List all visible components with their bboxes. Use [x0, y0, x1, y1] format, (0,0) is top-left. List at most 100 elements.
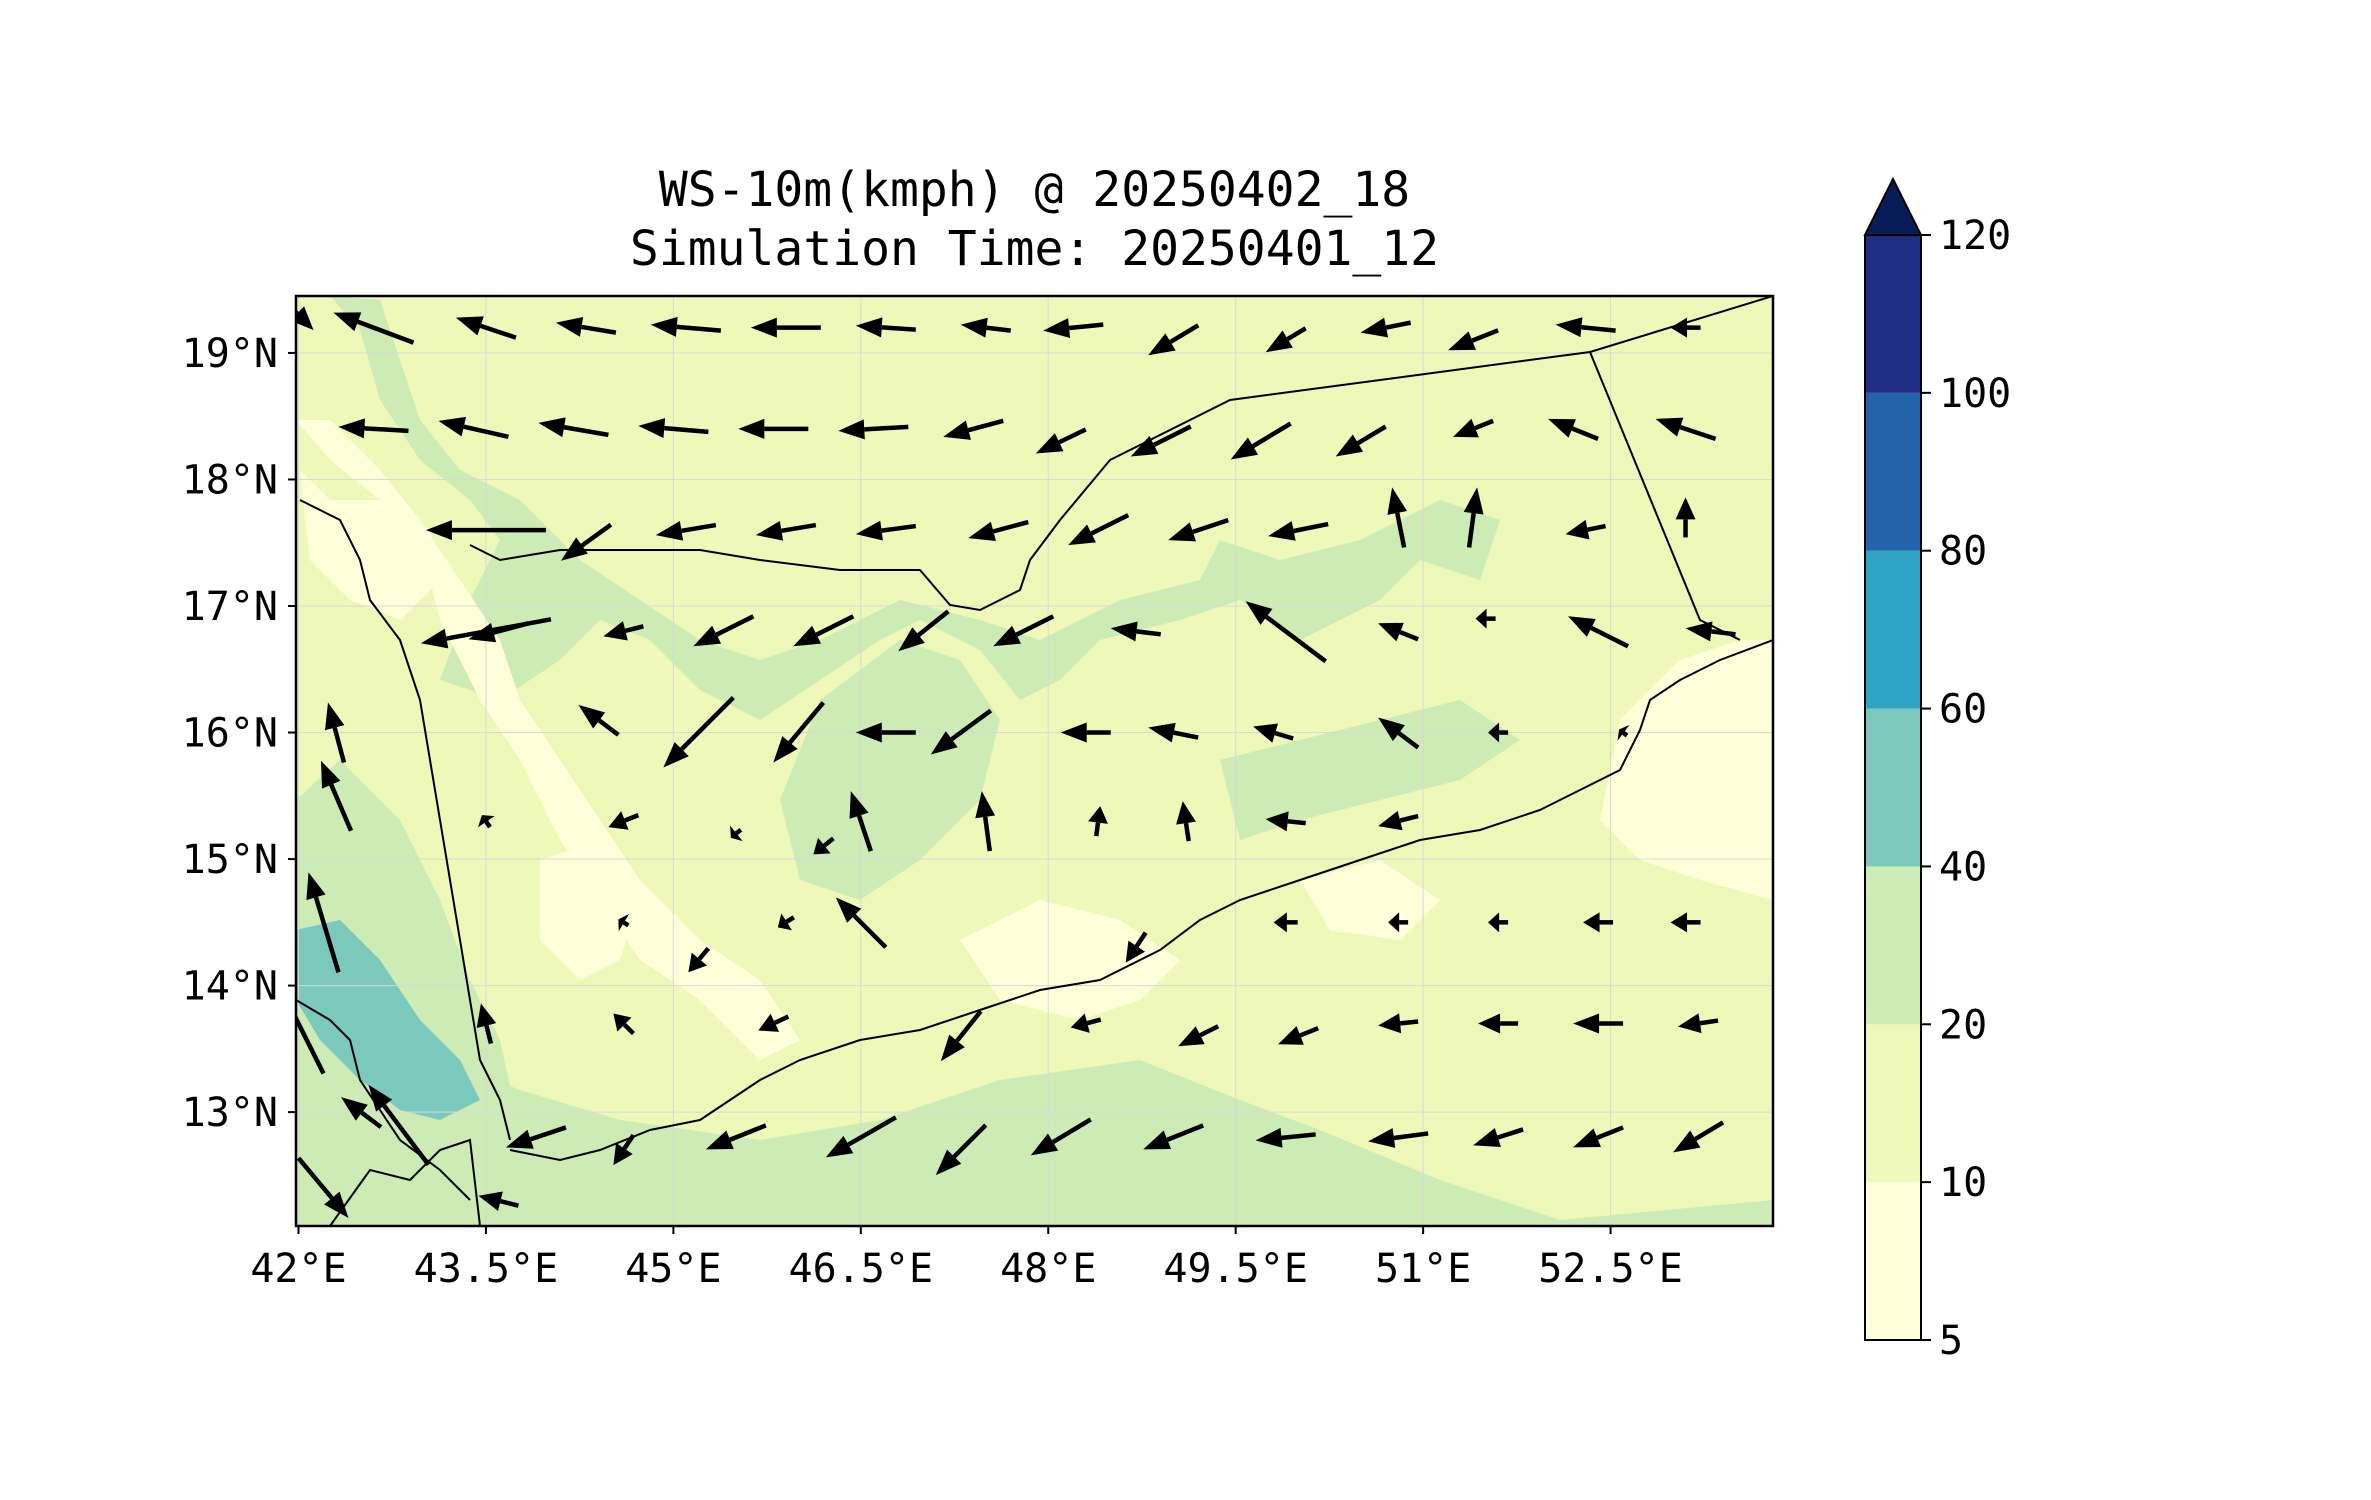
wind-arrow-head [1378, 622, 1404, 642]
wind-arrow-shaft [1286, 326, 1307, 342]
wind-band-mid-south [296, 980, 1773, 1226]
lon-tick-label: 51°E [1375, 1246, 1471, 1292]
wind-arrow-head [340, 1097, 368, 1121]
wind-arrow-head [1673, 1130, 1701, 1153]
wind-arrow-head [777, 913, 792, 931]
wind-arrow [333, 312, 415, 345]
wind-arrow-head [1278, 1026, 1304, 1045]
wind-arrow-shaft [1571, 426, 1599, 441]
wind-arrow-head [1110, 621, 1138, 642]
wind-arrow [1130, 424, 1192, 457]
wind-arrow [1268, 521, 1329, 541]
wind-arrow-shaft [479, 323, 517, 340]
wind-arrow-shaft [664, 425, 709, 435]
wind-arrow-shaft [492, 621, 530, 635]
wind-arrow-head [1068, 524, 1096, 546]
lon-tick-label: 45°E [625, 1246, 721, 1292]
wind-arrow-shaft [856, 815, 873, 852]
wind-arrow-shaft [1471, 328, 1499, 343]
wind-arrow-shaft [563, 425, 609, 438]
wind-arrow-shaft [624, 624, 644, 633]
calm-area-coast-east [1300, 860, 1440, 940]
wind-arrow [1475, 608, 1496, 629]
wind-arrow-head [420, 628, 449, 649]
wind-arrow [975, 791, 996, 852]
wind-arrow [1548, 418, 1599, 441]
wind-arrow-head [603, 621, 628, 641]
wind-arrow-shaft [986, 325, 1012, 333]
wind-arrow-head [478, 815, 495, 828]
calm-area-east-coast [1600, 640, 1773, 900]
wind-arrow-shaft [1299, 1026, 1319, 1038]
colorbar-tick-label: 10 [1939, 1160, 1987, 1206]
wind-arrow-shaft [1474, 418, 1494, 431]
wind-arrow-head [478, 1191, 503, 1211]
lon-tick-label: 48°E [1000, 1246, 1096, 1292]
wind-arrow-shaft [1265, 615, 1328, 664]
colorbar-segment [1865, 392, 1921, 551]
wind-arrow-head [1368, 1128, 1396, 1148]
wind-arrow-shaft [597, 718, 620, 737]
wind-arrow-head [1453, 418, 1479, 438]
wind-arrow [655, 520, 717, 541]
wind-arrow [943, 418, 1004, 440]
colorbar-tick-label: 100 [1939, 371, 2011, 417]
wind-arrow-head [1448, 331, 1476, 351]
wind-arrow-shaft [364, 426, 409, 434]
lon-tick-label: 43.5°E [414, 1246, 559, 1292]
wind-arrow-head [1245, 601, 1273, 625]
wind-arrow [1035, 427, 1087, 454]
wind-arrow-shaft [1699, 1018, 1719, 1026]
wind-arrow-head [1148, 722, 1176, 743]
wind-arrow-head [1387, 487, 1408, 515]
wind-arrow [505, 1125, 567, 1149]
wind-arrow [608, 811, 640, 830]
wind-arrow [960, 317, 1012, 338]
wind-arrow-head [333, 312, 362, 332]
wind-arrow-head [455, 316, 484, 336]
wind-arrow [555, 317, 617, 337]
wind-arrow-head [1478, 1013, 1501, 1034]
wind-arrow-head [1675, 497, 1696, 520]
wind-arrow-shaft [1173, 730, 1199, 740]
lon-tick-label: 46.5°E [789, 1246, 934, 1292]
wind-arrow-head [1670, 912, 1688, 933]
wind-arrow-head [608, 811, 629, 830]
wind-arrow-shaft [864, 424, 909, 432]
wind-arrow [438, 416, 509, 440]
wind-arrow [855, 317, 916, 338]
wind-arrow [1168, 517, 1229, 542]
wind-arrow [1573, 1013, 1624, 1034]
wind-arrow-head [773, 736, 798, 763]
wind-arrow-head [1475, 608, 1487, 629]
wind-arrow [1448, 328, 1499, 351]
wind-arrow [1143, 1123, 1205, 1150]
wind-arrow-shaft [1015, 614, 1055, 637]
wind-arrow-head [1463, 487, 1484, 515]
wind-arrow [618, 914, 630, 932]
wind-arrow-shaft [852, 914, 888, 949]
wind-arrow-head [560, 537, 588, 561]
lat-tick-label: 15°N [182, 837, 278, 883]
border-horn-of-africa [329, 1138, 481, 1226]
wind-arrow [1478, 1013, 1519, 1034]
wind-arrow-shaft [1399, 813, 1419, 823]
wind-arrow [825, 1115, 897, 1158]
wind-arrow-shaft [296, 1156, 334, 1200]
wind-arrow-shaft [1694, 1120, 1725, 1141]
wind-arrow [940, 1009, 983, 1062]
wind-arrow [898, 609, 950, 652]
wind-arrow [325, 702, 347, 764]
wind-arrow [1265, 326, 1307, 353]
wind-arrow-shaft [1711, 629, 1736, 637]
wind-arrow-head [368, 1084, 393, 1112]
wind-arrow [758, 1013, 790, 1032]
wind-arrow [1230, 421, 1292, 460]
wind-arrow-head [1265, 811, 1289, 832]
wind-arrow-head [758, 1013, 780, 1032]
wind-arrow [613, 1133, 636, 1166]
wind-arrow-head [1148, 333, 1176, 356]
wind-arrow-shaft [484, 1025, 494, 1045]
wind-arrow-head [1043, 318, 1071, 338]
colorbar-segment [1865, 550, 1921, 709]
